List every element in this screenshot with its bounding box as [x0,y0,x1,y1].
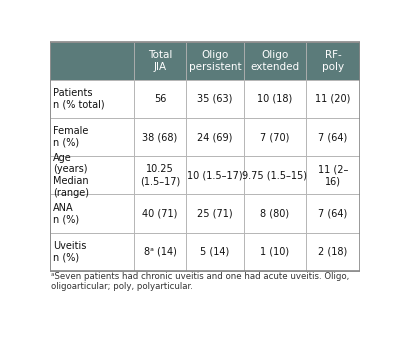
Text: Age
(years)
Median
(range): Age (years) Median (range) [53,153,89,198]
Text: 9.75 (1.5–15): 9.75 (1.5–15) [242,170,307,180]
Text: 38 (68): 38 (68) [142,132,178,142]
Text: RF-
poly: RF- poly [322,50,344,72]
Text: 1 (10): 1 (10) [260,247,289,256]
Text: Oligo
extended: Oligo extended [250,50,299,72]
Text: 35 (63): 35 (63) [197,94,233,104]
Text: 40 (71): 40 (71) [142,208,178,219]
Bar [134,156,186,194]
Text: Female
n (%): Female n (%) [53,127,88,148]
Bar [50,42,360,271]
Text: 8 (80): 8 (80) [260,208,289,219]
Bar [186,42,244,80]
Text: 10 (18): 10 (18) [257,94,292,104]
Text: 8ᵃ (14): 8ᵃ (14) [144,247,176,256]
Bar [134,42,186,80]
Bar [306,156,360,194]
Bar [244,118,306,156]
Text: ANA
n (%): ANA n (%) [53,203,79,224]
Text: 2 (18): 2 (18) [318,247,348,256]
Text: 11 (20): 11 (20) [315,94,350,104]
Text: 11 (2–
16): 11 (2– 16) [318,164,348,186]
Text: 25 (71): 25 (71) [197,208,233,219]
Bar [186,233,244,271]
Bar [306,42,360,80]
Bar [244,194,306,233]
Bar [186,80,244,118]
Text: Patients
n (% total): Patients n (% total) [53,88,105,110]
Bar [186,118,244,156]
Text: 7 (64): 7 (64) [318,208,348,219]
Bar [50,80,134,118]
Bar [306,118,360,156]
Text: ᵃSeven patients had chronic uveitis and one had acute uveitis. Oligo,
oligoartic: ᵃSeven patients had chronic uveitis and … [51,272,349,291]
Text: Uveitis
n (%): Uveitis n (%) [53,241,86,262]
Bar [50,233,134,271]
Bar [50,194,134,233]
Text: Oligo
persistent: Oligo persistent [189,50,241,72]
Bar [186,156,244,194]
Bar [50,42,134,80]
Bar [50,118,134,156]
Bar [306,233,360,271]
Bar [244,233,306,271]
Bar [306,194,360,233]
Bar [306,80,360,118]
Text: Total
JIA: Total JIA [148,50,172,72]
Bar [244,80,306,118]
Text: 7 (64): 7 (64) [318,132,348,142]
Text: 10 (1.5–17): 10 (1.5–17) [187,170,243,180]
Bar [50,156,134,194]
Bar [134,118,186,156]
Text: 7 (70): 7 (70) [260,132,290,142]
Text: 10.25
(1.5–17): 10.25 (1.5–17) [140,164,180,186]
Text: 24 (69): 24 (69) [197,132,233,142]
Bar [134,80,186,118]
Bar [244,156,306,194]
Bar [244,42,306,80]
Text: 56: 56 [154,94,166,104]
Bar [134,194,186,233]
Bar [134,233,186,271]
Text: 5 (14): 5 (14) [200,247,230,256]
Bar [186,194,244,233]
